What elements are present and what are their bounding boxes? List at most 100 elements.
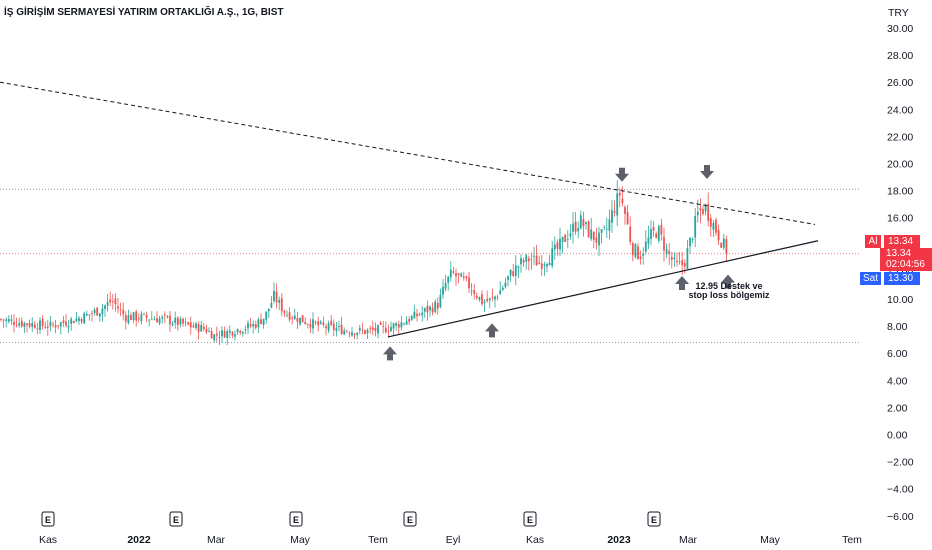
candle-body [273,290,275,302]
candle [46,319,49,336]
candle-body [18,323,21,326]
earnings-marker-icon[interactable]: E [41,511,55,527]
candle [59,321,62,335]
candle-body [374,327,377,332]
trend-lines[interactable] [0,81,819,338]
candle-body [725,239,728,255]
candle-body [400,322,403,328]
candle-body [418,313,421,315]
candle-body [241,331,244,334]
candle [257,317,260,333]
arrow-up-icon [721,274,735,289]
candle [340,317,343,335]
candle-body [436,303,439,309]
candle-body [75,318,78,322]
candle-body [691,238,694,240]
candle [148,319,151,327]
candle-body [608,219,611,231]
earnings-marker-icon[interactable]: E [169,511,183,527]
candle [137,313,140,323]
candle-body [582,219,585,227]
candle-body [356,332,359,335]
earnings-letter: E [651,515,657,525]
earnings-marker-icon[interactable]: E [523,511,537,527]
candle [715,217,717,237]
candle-body [543,264,546,266]
candle-body [556,242,559,249]
candle-body [67,325,70,328]
candle-body [512,271,515,276]
candle-body [270,302,273,308]
candle [262,318,265,329]
candle [702,205,704,216]
candle [696,199,699,223]
y-tick-label: 16.00 [887,213,913,225]
candle-body [696,211,699,216]
candle-body [413,311,416,319]
candle-body [46,326,49,329]
candle-body [101,308,104,314]
candle-body [210,331,213,339]
candle-body [457,273,460,275]
candle [130,312,132,321]
candle [325,323,327,336]
candle-body [559,238,561,250]
candle [670,251,673,269]
candle-body [470,290,473,292]
candle [660,218,663,241]
candle [611,199,613,233]
candle [358,324,361,335]
candle [39,317,41,334]
ask-label-tag: Al [865,235,881,248]
candle-body [652,226,655,231]
candle [535,244,538,266]
earnings-marker-icon[interactable]: E [647,511,661,527]
candle-body [338,325,340,327]
candle [122,302,125,321]
time-axis[interactable]: Kas 2022 Mar May Tem Eyl Kas 2023 Mar May Tem [39,534,862,546]
earnings-marker-icon[interactable]: E [289,511,303,527]
candle [319,319,322,325]
candle-body [70,318,73,324]
candle-body [384,327,387,333]
candle-body [525,255,528,262]
candle-body [109,299,112,303]
candle-body [59,322,62,327]
candle-body [574,221,577,232]
candle [158,315,161,326]
candle [301,315,304,323]
candle [626,204,629,226]
candle [109,291,112,306]
candle-body [397,324,400,328]
candle-body [218,337,221,339]
candle-body [262,318,265,325]
candle-body [72,321,75,324]
candle-body [150,318,153,320]
candle [119,302,122,317]
candle-body [416,313,418,317]
candle [65,314,67,328]
candle-body [130,315,132,321]
candle-body [88,314,91,316]
candle-body [244,329,247,331]
candle [631,241,634,262]
y-tick-label: −6.00 [887,511,914,523]
candle-body [590,229,593,240]
candle [52,321,54,328]
candle [642,247,645,265]
candle-body [215,333,218,336]
candle [135,309,138,327]
candle-body [26,323,28,326]
candle-body [296,318,299,322]
candle-body [148,319,151,321]
candle [0,318,2,322]
y-tick-label: 18.00 [887,186,913,198]
candle [400,316,403,331]
earnings-marker-icon[interactable]: E [403,511,417,527]
candle-body [449,269,452,278]
candle [533,246,535,266]
candle-body [249,324,252,327]
candle [306,323,309,329]
